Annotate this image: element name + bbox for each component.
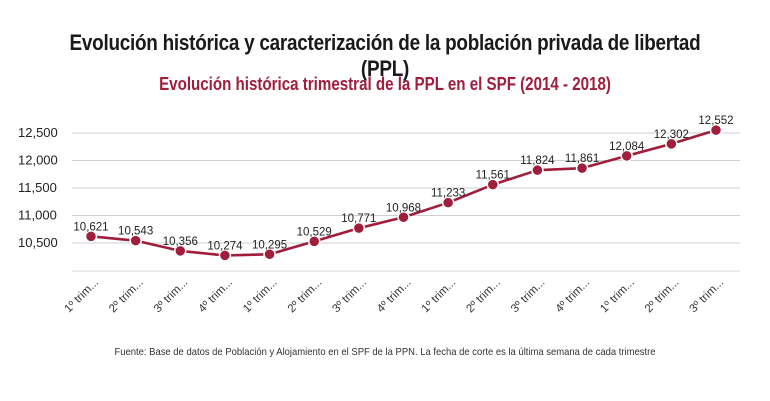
- x-axis-ticks: 1º trim... 2º trim... 3º trim... 4º trim...…: [63, 277, 727, 316]
- data-label: 12,084: [609, 141, 645, 153]
- source-note: Fuente: Base de datos de Población y Alo…: [114, 346, 656, 358]
- x-tick-label: 3º trim...: [509, 277, 548, 316]
- data-point: [307, 235, 321, 248]
- data-labels: 10,621 10,543 10,356 10,274 10,295 10,529 10,7…: [73, 115, 733, 252]
- y-axis-ticks: 10,500 11,000 11,500 12,000 12,500: [18, 125, 58, 250]
- x-tick-label: 4º trim...: [375, 277, 414, 316]
- data-label: 11,233: [431, 188, 465, 200]
- x-tick-label: 2º trim...: [107, 277, 146, 316]
- data-point: [174, 244, 187, 258]
- y-tick-label: 11,500: [18, 180, 57, 195]
- data-point: [620, 149, 633, 163]
- x-tick-label: 4º trim...: [554, 277, 593, 316]
- data-point: [531, 163, 544, 177]
- data-label: 10,295: [252, 239, 287, 251]
- data-point: [665, 137, 678, 151]
- x-tick-label: 1º trim...: [420, 277, 459, 316]
- data-label: 10,543: [118, 226, 153, 238]
- data-label: 11,861: [565, 153, 599, 165]
- x-tick-label: 1º trim...: [598, 277, 637, 316]
- y-tick-label: 11,000: [18, 208, 57, 223]
- x-tick-label: 3º trim...: [688, 277, 727, 316]
- y-tick-label: 12,500: [18, 125, 58, 140]
- chart-title: Evolución histórica trimestral de la PPL…: [159, 74, 611, 94]
- page-title: Evolución histórica y caracterización de…: [69, 30, 701, 81]
- data-label: 11,824: [520, 155, 555, 167]
- data-label: 12,552: [698, 115, 733, 127]
- x-tick-label: 2º trim...: [464, 277, 503, 316]
- data-label: 10,356: [163, 236, 198, 248]
- data-label: 10,621: [73, 221, 108, 233]
- data-label: 12,302: [654, 129, 689, 141]
- data-point: [575, 161, 589, 175]
- data-label: 11,561: [476, 170, 510, 182]
- x-tick-label: 3º trim...: [330, 277, 369, 316]
- data-point: [709, 123, 723, 137]
- x-tick-label: 4º trim...: [196, 277, 235, 316]
- x-tick-label: 1º trim...: [241, 277, 280, 316]
- data-label: 10,529: [297, 226, 332, 238]
- data-point: [397, 211, 410, 224]
- gridlines: [72, 132, 740, 272]
- data-point: [129, 234, 142, 247]
- data-point: [486, 178, 500, 191]
- data-point: [84, 230, 98, 243]
- x-tick-label: 2º trim...: [286, 277, 325, 316]
- x-tick-label: 3º trim...: [152, 277, 191, 316]
- data-point: [352, 221, 366, 235]
- x-tick-label: 1º trim...: [63, 277, 102, 316]
- y-tick-label: 10,500: [18, 235, 58, 250]
- y-tick-label: 12,000: [18, 153, 58, 168]
- data-point: [263, 248, 276, 261]
- data-label: 10,274: [207, 240, 243, 252]
- data-label: 10,771: [341, 213, 376, 225]
- data-point: [441, 196, 455, 209]
- data-point: [218, 249, 232, 262]
- data-label: 10,968: [386, 202, 421, 214]
- x-tick-label: 2º trim...: [643, 277, 682, 316]
- data-points: [84, 123, 723, 262]
